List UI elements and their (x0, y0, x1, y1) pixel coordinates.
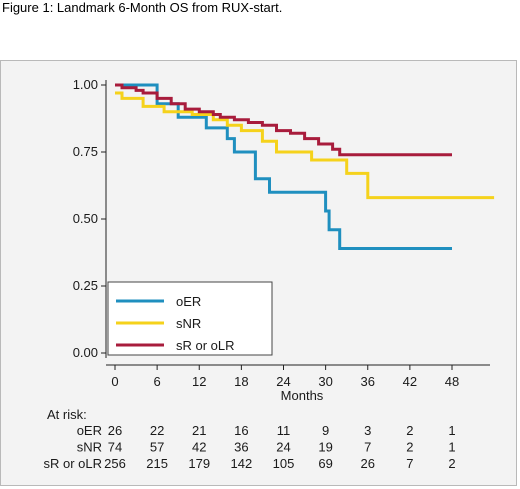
at-risk-count: 1 (448, 440, 455, 455)
y-ticks: 0.00 0.25 0.50 0.75 1.00 (73, 77, 106, 360)
at-risk-count: 7 (364, 440, 371, 455)
at-risk-count: 22 (150, 423, 164, 438)
x-tick-label: 0 (111, 374, 118, 389)
at-risk-count: 21 (192, 423, 206, 438)
at-risk-count: 57 (150, 440, 164, 455)
figure-caption: Figure 1: Landmark 6-Month OS from RUX-s… (2, 0, 283, 15)
at-risk-count: 256 (104, 456, 126, 471)
at-risk-count: 1 (448, 423, 455, 438)
at-risk-row-label: sR or oLR (43, 456, 102, 471)
chart-panel (0, 60, 517, 486)
legend-label: sR or oLR (176, 338, 235, 353)
x-tick-label: 42 (403, 374, 417, 389)
x-tick-label: 30 (318, 374, 332, 389)
at-risk-count: 26 (361, 456, 375, 471)
x-tick-label: 18 (234, 374, 248, 389)
y-tick-label: 1.00 (73, 77, 98, 92)
at-risk-count: 2 (406, 423, 413, 438)
at-risk-count: 2 (406, 440, 413, 455)
at-risk-row-label: oER (77, 423, 102, 438)
x-tick-label: 24 (276, 374, 290, 389)
chart-legend: oER sNR sR or oLR (107, 281, 273, 356)
at-risk-count: 69 (318, 456, 332, 471)
at-risk-count: 36 (234, 440, 248, 455)
legend-label: oER (176, 294, 201, 309)
at-risk-heading: At risk: (47, 407, 87, 422)
at-risk-count: 26 (108, 423, 122, 438)
at-risk-count: 3 (364, 423, 371, 438)
at-risk-count: 7 (406, 456, 413, 471)
at-risk-count: 179 (188, 456, 210, 471)
at-risk-count: 9 (322, 423, 329, 438)
x-tick-label: 48 (445, 374, 459, 389)
at-risk-count: 215 (146, 456, 168, 471)
at-risk-count: 16 (234, 423, 248, 438)
y-tick-label: 0.25 (73, 278, 98, 293)
x-ticks: 0 6 12 18 24 30 36 42 48 (111, 365, 459, 389)
at-risk-count: 11 (277, 423, 291, 438)
y-tick-label: 0.00 (73, 345, 98, 360)
at-risk-count: 105 (273, 456, 295, 471)
legend-box (107, 281, 273, 356)
at-risk-count: 24 (276, 440, 290, 455)
at-risk-count: 142 (231, 456, 253, 471)
at-risk-row-label: sNR (77, 440, 102, 455)
at-risk-count: 42 (192, 440, 206, 455)
x-axis-title: Months (281, 388, 324, 403)
y-tick-label: 0.50 (73, 211, 98, 226)
legend-label: sNR (176, 316, 201, 331)
series-line-sr-or-olr (115, 83, 452, 157)
series-lines (115, 83, 495, 250)
x-tick-label: 6 (154, 374, 161, 389)
x-tick-label: 12 (192, 374, 206, 389)
y-tick-label: 0.75 (73, 144, 98, 159)
at-risk-count: 2 (448, 456, 455, 471)
series-line-snr (115, 91, 495, 200)
at-risk-count: 19 (318, 440, 332, 455)
x-tick-label: 36 (361, 374, 375, 389)
at-risk-count: 74 (108, 440, 122, 455)
